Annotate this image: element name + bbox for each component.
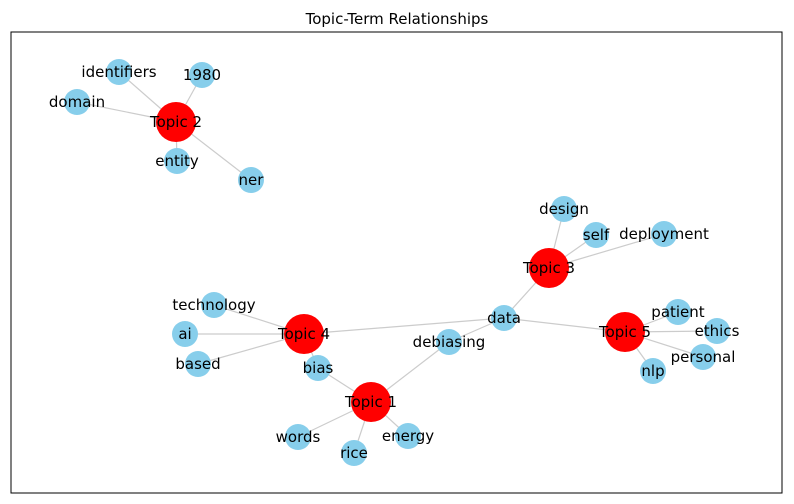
nodes-layer	[64, 59, 730, 466]
term-node-1980	[189, 62, 215, 88]
topic-node-topic1	[351, 382, 391, 422]
node-label-ai: ai	[178, 325, 191, 343]
term-node-rice	[341, 440, 367, 466]
term-node-design	[551, 196, 577, 222]
labels-layer: Topic 1 Topic 2 Topic 3 Topic 4 Topic 5 ident…	[49, 63, 740, 462]
term-node-identifiers	[106, 59, 132, 85]
node-label-topic5: Topic 5	[598, 323, 651, 341]
node-label-nlp: nlp	[641, 362, 664, 380]
node-label-words: words	[276, 428, 321, 446]
edge-data-topic5	[503, 317, 626, 333]
node-label-topic1: Topic 1	[344, 393, 397, 411]
node-label-patient: patient	[651, 303, 704, 321]
term-node-ethics	[704, 318, 730, 344]
node-label-bias: bias	[303, 359, 334, 377]
topic-node-topic2	[156, 102, 196, 142]
node-label-entity: entity	[155, 152, 199, 170]
edge-topic4-data	[303, 317, 505, 335]
term-node-nlp	[640, 358, 666, 384]
term-node-domain	[64, 89, 90, 115]
term-node-technology	[201, 292, 227, 318]
term-node-words	[285, 424, 311, 450]
term-node-data	[491, 305, 517, 331]
node-label-identifiers: identifiers	[81, 63, 156, 81]
node-label-technology: technology	[172, 296, 255, 314]
node-label-ner: ner	[239, 171, 265, 189]
node-label-rice: rice	[340, 444, 368, 462]
term-node-energy	[395, 423, 421, 449]
term-node-based	[185, 351, 211, 377]
node-label-self: self	[583, 226, 610, 244]
node-label-design: design	[539, 200, 589, 218]
node-label-domain: domain	[49, 93, 105, 111]
topic-node-topic4	[284, 314, 324, 354]
term-node-ai	[172, 321, 198, 347]
term-node-bias	[305, 355, 331, 381]
node-label-based: based	[175, 355, 220, 373]
plot-frame	[10, 31, 783, 494]
node-label-deployment: deployment	[619, 225, 709, 243]
node-label-topic4: Topic 4	[277, 325, 330, 343]
node-label-ethics: ethics	[695, 322, 740, 340]
node-label-debiasing: debiasing	[413, 333, 486, 351]
term-node-personal	[690, 344, 716, 370]
topic-node-topic5	[605, 312, 645, 352]
term-node-entity	[164, 148, 190, 174]
chart-title: Topic-Term Relationships	[305, 10, 489, 28]
term-node-self	[583, 222, 609, 248]
node-label-topic3: Topic 3	[522, 259, 575, 277]
term-node-deployment	[651, 221, 677, 247]
node-label-energy: energy	[382, 427, 434, 445]
topic-node-topic3	[529, 248, 569, 288]
term-node-debiasing	[436, 329, 462, 355]
term-node-ner	[238, 167, 264, 193]
term-node-patient	[665, 299, 691, 325]
node-label-personal: personal	[671, 348, 736, 366]
node-label-1980: 1980	[183, 66, 221, 84]
node-label-data: data	[487, 309, 521, 327]
node-label-topic2: Topic 2	[149, 113, 202, 131]
